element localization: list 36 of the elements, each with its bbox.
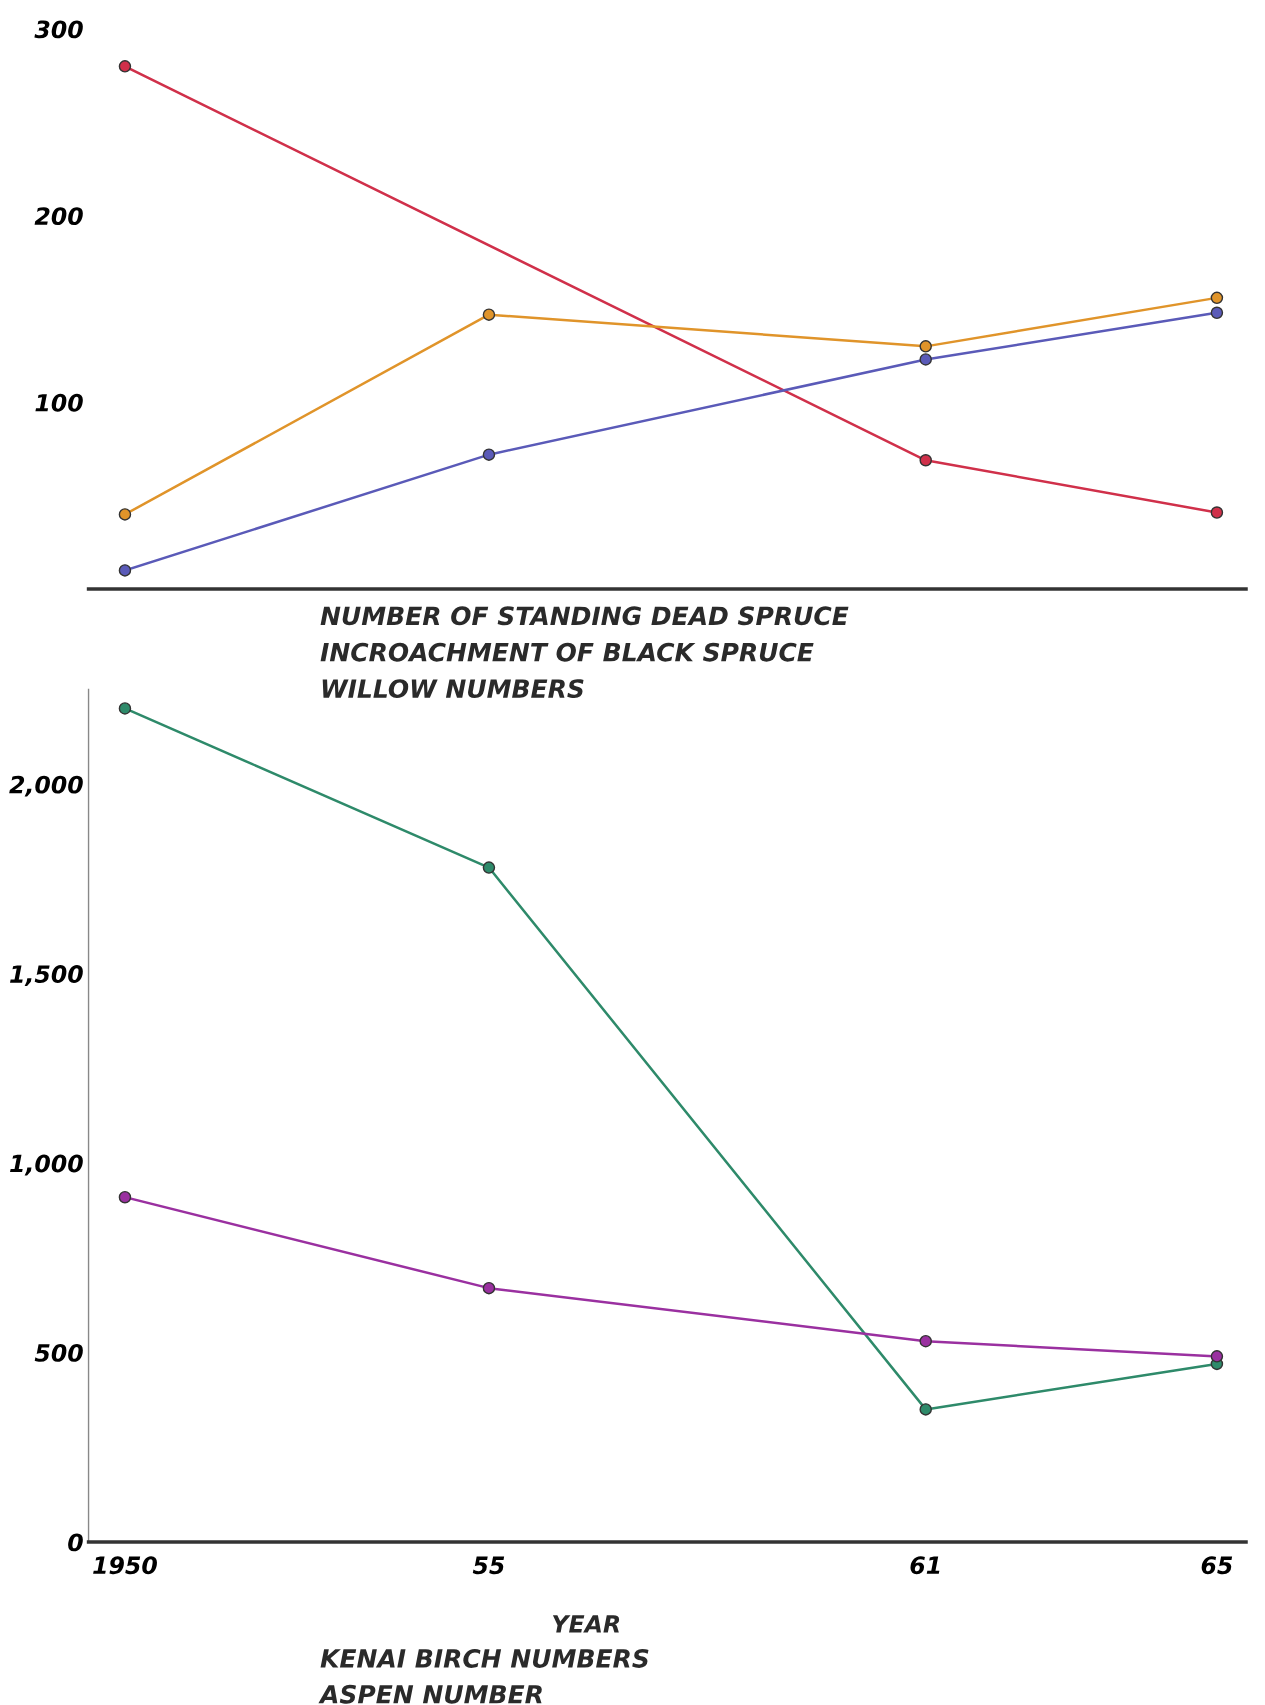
point (482, 448, 496, 461)
text: ASPEN NUMBER (318, 1684, 542, 1704)
x-tick-label: 1950 (93, 1556, 157, 1575)
text: INCROACHMENT OF BLACK SPRUCE (320, 642, 814, 662)
y-tick-label: 200 (34, 207, 83, 225)
point (1210, 506, 1224, 519)
point (919, 1403, 932, 1416)
point (118, 1190, 132, 1204)
point (482, 308, 496, 321)
y-tick-label: 2,000 (9, 775, 83, 797)
y-tick-label: 300 (34, 20, 83, 39)
point (919, 1334, 932, 1348)
text: NUMBER OF STANDING DEAD SPRUCE (320, 606, 849, 626)
point (919, 340, 932, 353)
x-tick-label: 55 (472, 1556, 505, 1575)
point (118, 60, 132, 73)
text: KENAI BIRCH NUMBERS (320, 1649, 649, 1668)
y-tick-label: 100 (35, 393, 83, 412)
x-tick-label: 61 (910, 1556, 940, 1575)
point (482, 861, 496, 874)
annotation: WILLOW NUMBERS (322, 679, 584, 699)
y-tick-label: 1,000 (10, 1154, 83, 1176)
point (919, 353, 932, 366)
point (482, 1281, 496, 1295)
point (118, 508, 132, 521)
point (1210, 306, 1224, 320)
x-tick-label: 65 (1201, 1556, 1233, 1575)
point (1210, 1350, 1224, 1363)
point (1210, 291, 1224, 305)
x-axis-title: YEAR (552, 1615, 620, 1633)
y-tick-label: 0 (68, 1533, 83, 1552)
point (118, 702, 132, 715)
point (118, 564, 132, 577)
point (919, 454, 932, 467)
y-tick-label: 500 (34, 1344, 83, 1362)
y-tick-label: 1,500 (10, 965, 83, 986)
